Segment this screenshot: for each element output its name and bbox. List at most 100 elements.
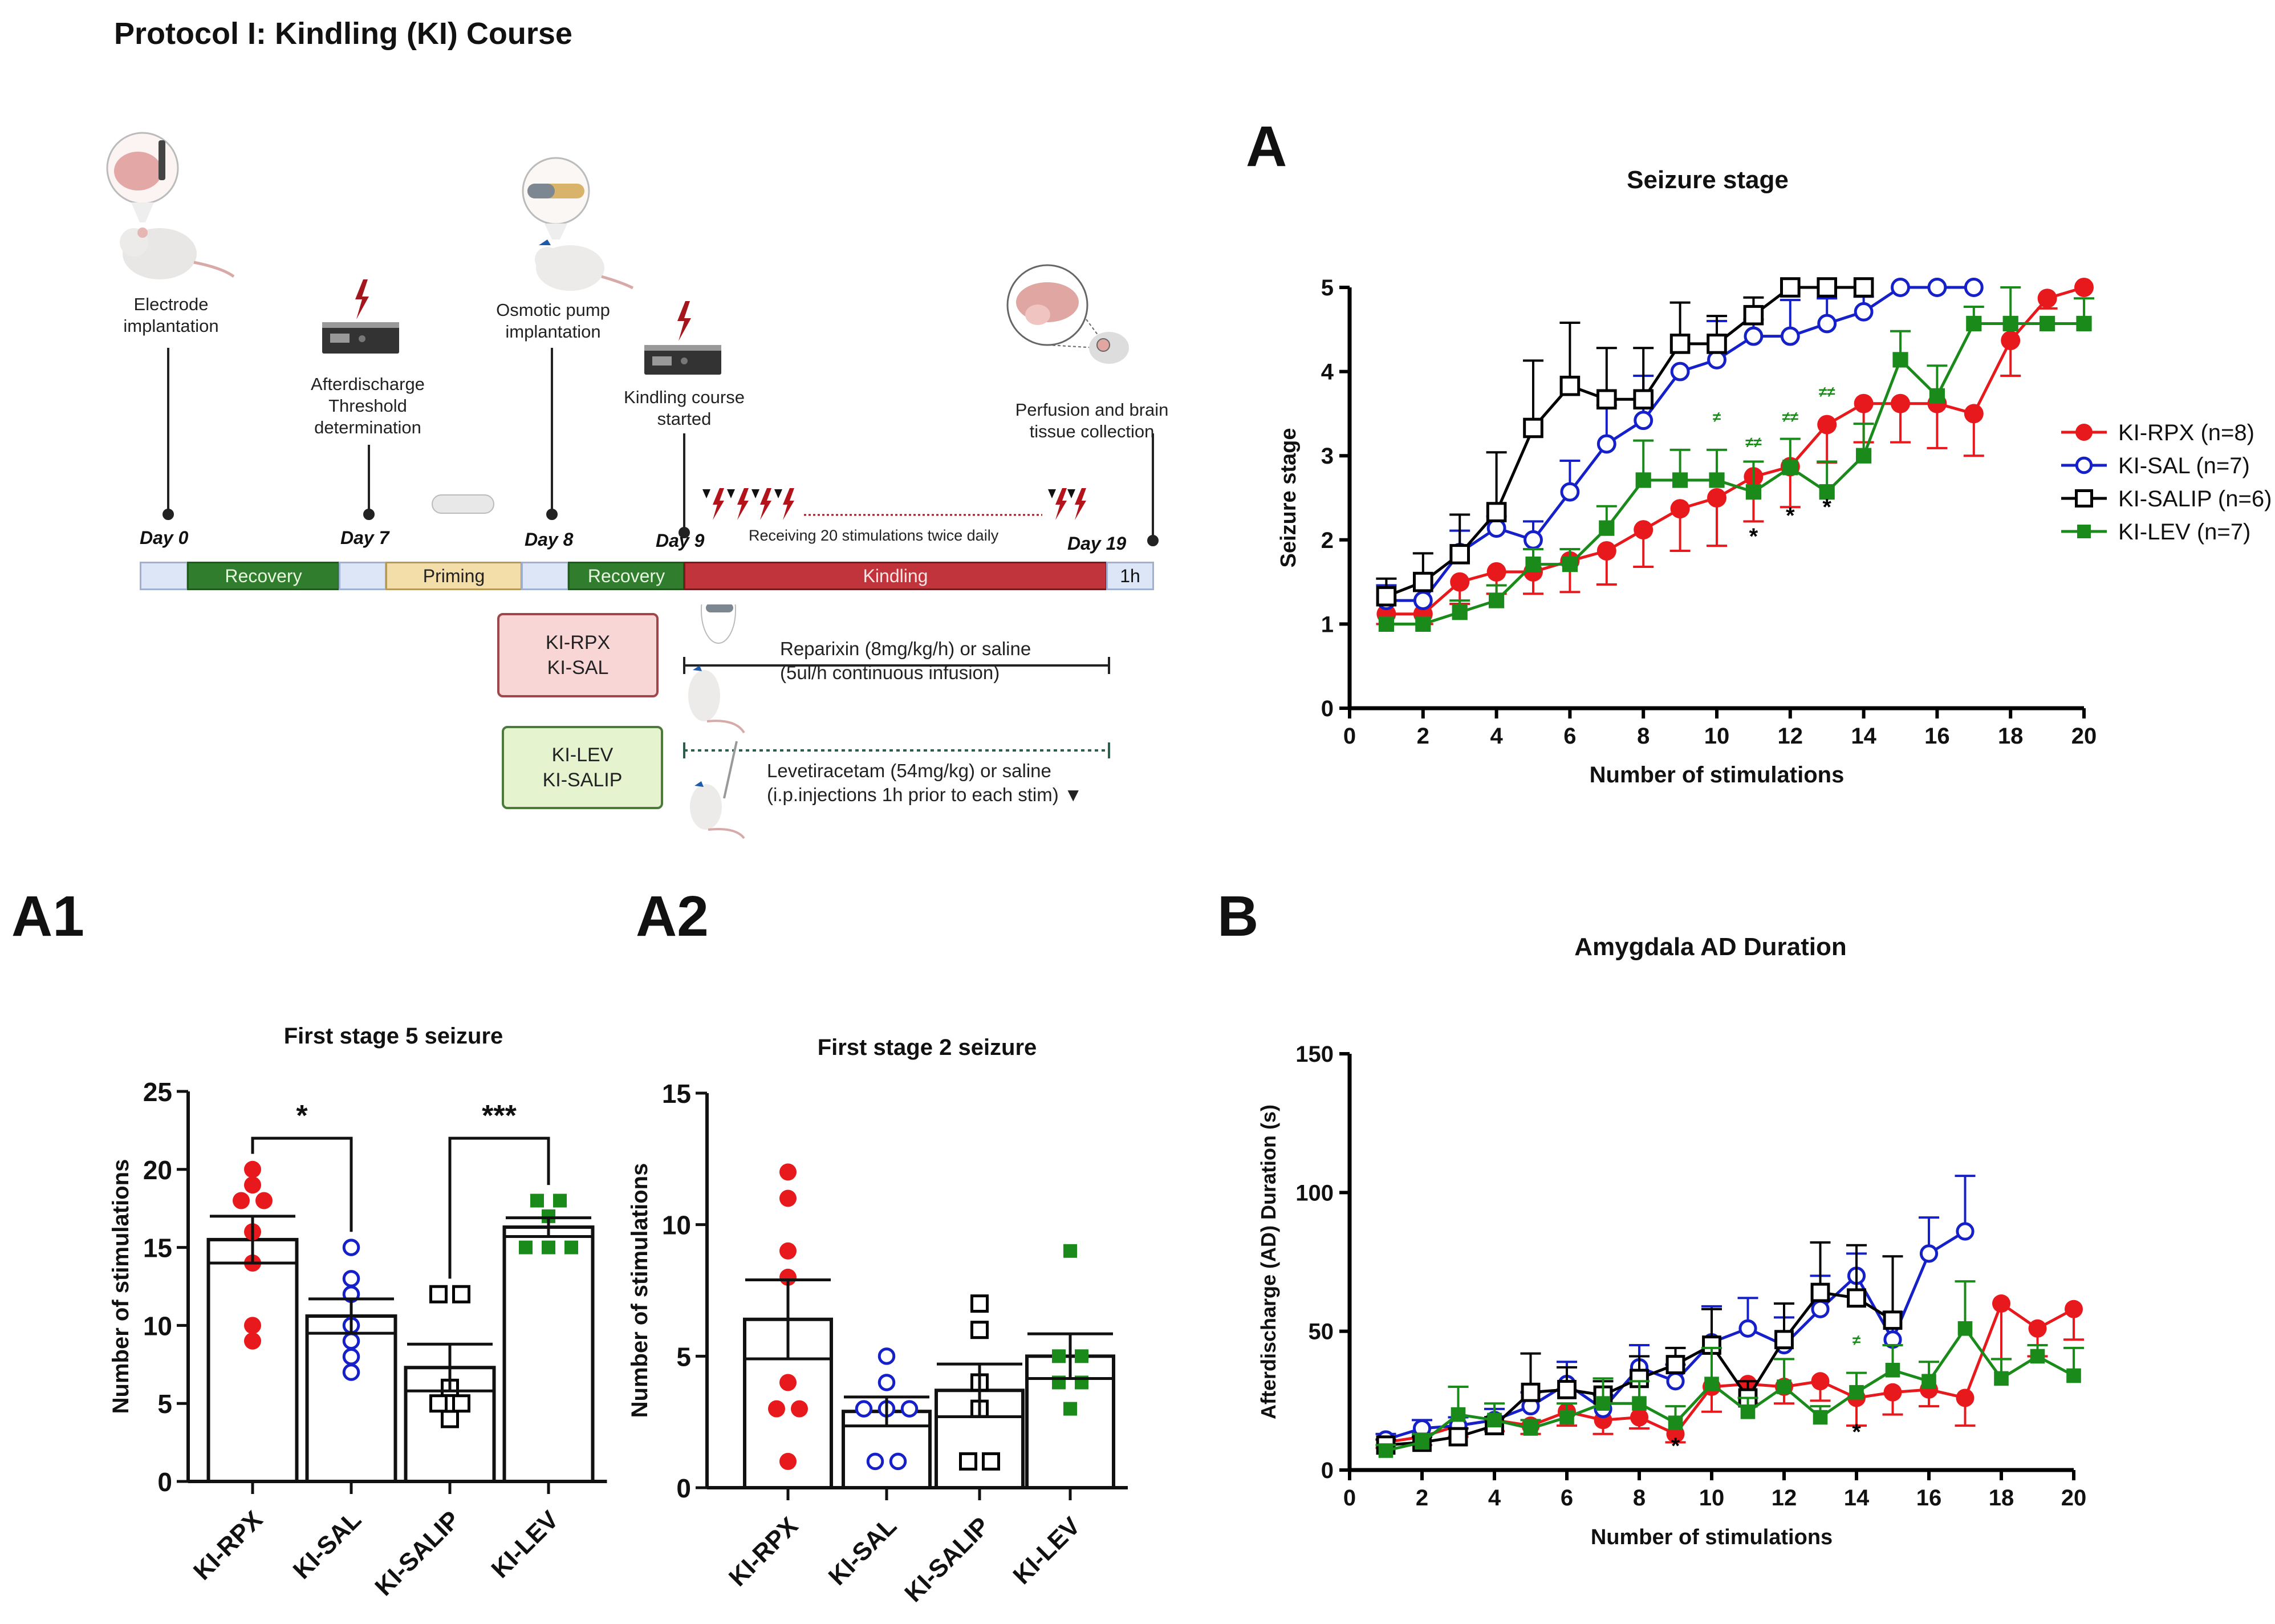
data-point bbox=[1596, 541, 1616, 561]
data-point bbox=[1450, 572, 1470, 592]
series-lev bbox=[1375, 1280, 2084, 1458]
chart-a1: First stage 5 seizure 0 5 10 15 20 25 Number of… bbox=[108, 1024, 607, 1601]
x-axis-label: Number of stimulations bbox=[1590, 762, 1845, 787]
significance-mark: * bbox=[1852, 1419, 1861, 1444]
data-point bbox=[1743, 304, 1764, 326]
day-label: Day 9 bbox=[656, 530, 705, 551]
data-point bbox=[1634, 520, 1654, 540]
data-point bbox=[1810, 1282, 1830, 1302]
significance-mark: * bbox=[1671, 1434, 1680, 1459]
significance-bracket bbox=[251, 1136, 353, 1232]
timeline-segment bbox=[339, 562, 387, 590]
data-point bbox=[878, 1374, 896, 1391]
data-point bbox=[779, 1242, 797, 1260]
y-tick-label: 5 bbox=[1321, 275, 1334, 301]
data-point bbox=[1486, 562, 1506, 582]
y-tick-label: 100 bbox=[1295, 1180, 1334, 1205]
legend-label: KI-RPX (n=8) bbox=[2118, 420, 2254, 445]
significance-mark: ≠≠ bbox=[1819, 383, 1835, 400]
data-point bbox=[855, 1400, 873, 1418]
data-point bbox=[2075, 424, 2093, 441]
group-box-rpx-sal: KI-RPX KI-SAL bbox=[497, 613, 659, 697]
data-point bbox=[1559, 1410, 1574, 1425]
step-label: Osmotic pump implantation bbox=[496, 300, 610, 342]
significance-mark: ≠≠ bbox=[1745, 433, 1762, 450]
data-point bbox=[1891, 393, 1910, 413]
group-name: KI-SAL bbox=[547, 657, 609, 679]
data-point bbox=[1811, 1372, 1830, 1391]
data-point bbox=[452, 1285, 470, 1304]
stimulator-icon bbox=[322, 279, 399, 354]
y-tick-label: 50 bbox=[1309, 1320, 1334, 1345]
y-tick-label: 2 bbox=[1321, 528, 1334, 553]
data-point bbox=[1557, 1379, 1577, 1399]
data-point bbox=[1992, 1294, 2010, 1313]
x-tick-label: 18 bbox=[1998, 724, 2024, 749]
step-label: Electrode implantation bbox=[123, 294, 219, 336]
data-point bbox=[342, 1332, 360, 1350]
data-point bbox=[1885, 1363, 1900, 1378]
group-name: KI-LEV bbox=[551, 744, 614, 766]
data-point bbox=[519, 1240, 533, 1254]
data-point bbox=[1413, 571, 1433, 592]
chart-b: Amygdala AD Duration 0 2 4 6 8 10 12 14 16 18 20 0 50… bbox=[1257, 933, 2086, 1549]
data-point bbox=[1670, 499, 1690, 519]
data-point bbox=[1707, 350, 1726, 370]
data-point bbox=[441, 1410, 459, 1428]
mouse-icon bbox=[688, 604, 745, 734]
data-point bbox=[1413, 591, 1433, 611]
chart-title: Seizure stage bbox=[1627, 166, 1789, 194]
chart-title: First stage 2 seizure bbox=[818, 1035, 1037, 1060]
data-point bbox=[900, 1400, 919, 1418]
data-point bbox=[1956, 1388, 1975, 1407]
x-tick-label: 14 bbox=[1844, 1485, 1870, 1511]
x-tick-label: KI-LEV bbox=[486, 1505, 564, 1584]
x-tick-label: KI-SALIP bbox=[899, 1512, 995, 1607]
chart-a2: First stage 2 seizure 0 5 10 15 Number of sti… bbox=[627, 1035, 1128, 1607]
data-point bbox=[1452, 604, 1468, 620]
data-point bbox=[2040, 315, 2055, 332]
significance-label: * bbox=[296, 1099, 308, 1132]
data-point bbox=[1562, 557, 1578, 573]
y-axis-label: Number of stimulations bbox=[108, 1159, 133, 1414]
timeline-stems bbox=[162, 348, 1159, 546]
data-point bbox=[530, 1193, 544, 1208]
data-point bbox=[1487, 1412, 1502, 1428]
data-point bbox=[2076, 315, 2092, 332]
data-point bbox=[1596, 389, 1617, 410]
timeline-segment-recovery: Recovery bbox=[187, 562, 340, 590]
data-point bbox=[1777, 1379, 1791, 1394]
data-point bbox=[1709, 472, 1725, 488]
group-name: KI-RPX bbox=[545, 632, 611, 653]
stimulator-icon bbox=[644, 301, 721, 375]
bar-group-sal: KI-SAL bbox=[288, 1239, 397, 1585]
data-point bbox=[1666, 1372, 1685, 1391]
data-point bbox=[1672, 472, 1688, 488]
panel-label-a: A bbox=[1246, 115, 1287, 178]
treatment-text: Reparixin (8mg/kg/h) or saline bbox=[780, 638, 1031, 659]
x-tick-label: 16 bbox=[1924, 724, 1950, 749]
chart-title: First stage 5 seizure bbox=[284, 1024, 503, 1049]
data-point bbox=[791, 1400, 808, 1418]
mouse-electrode-icon bbox=[106, 132, 235, 279]
data-point bbox=[429, 1394, 448, 1413]
data-point bbox=[1665, 1355, 1685, 1374]
significance-mark: ≠ bbox=[1852, 1331, 1860, 1349]
data-point bbox=[1891, 278, 1910, 297]
data-point bbox=[1669, 334, 1691, 354]
data-point bbox=[1448, 1427, 1468, 1447]
data-point bbox=[1063, 1244, 1077, 1258]
data-point bbox=[1964, 404, 1984, 424]
x-tick-label: 20 bbox=[2061, 1485, 2087, 1511]
data-point bbox=[768, 1400, 785, 1418]
data-point bbox=[1892, 352, 1908, 368]
data-point bbox=[1745, 484, 1761, 500]
legend: KI-RPX (n=8) KI-SAL (n=7) KI-SALIP (n=6) KI… bbox=[2061, 420, 2272, 545]
y-tick-label: 20 bbox=[143, 1155, 172, 1185]
series-salip bbox=[1376, 277, 1874, 607]
data-point bbox=[2066, 1368, 2081, 1383]
x-tick-label: KI-LEV bbox=[1008, 1512, 1086, 1590]
data-point bbox=[1780, 277, 1801, 298]
data-point bbox=[1523, 1421, 1538, 1436]
